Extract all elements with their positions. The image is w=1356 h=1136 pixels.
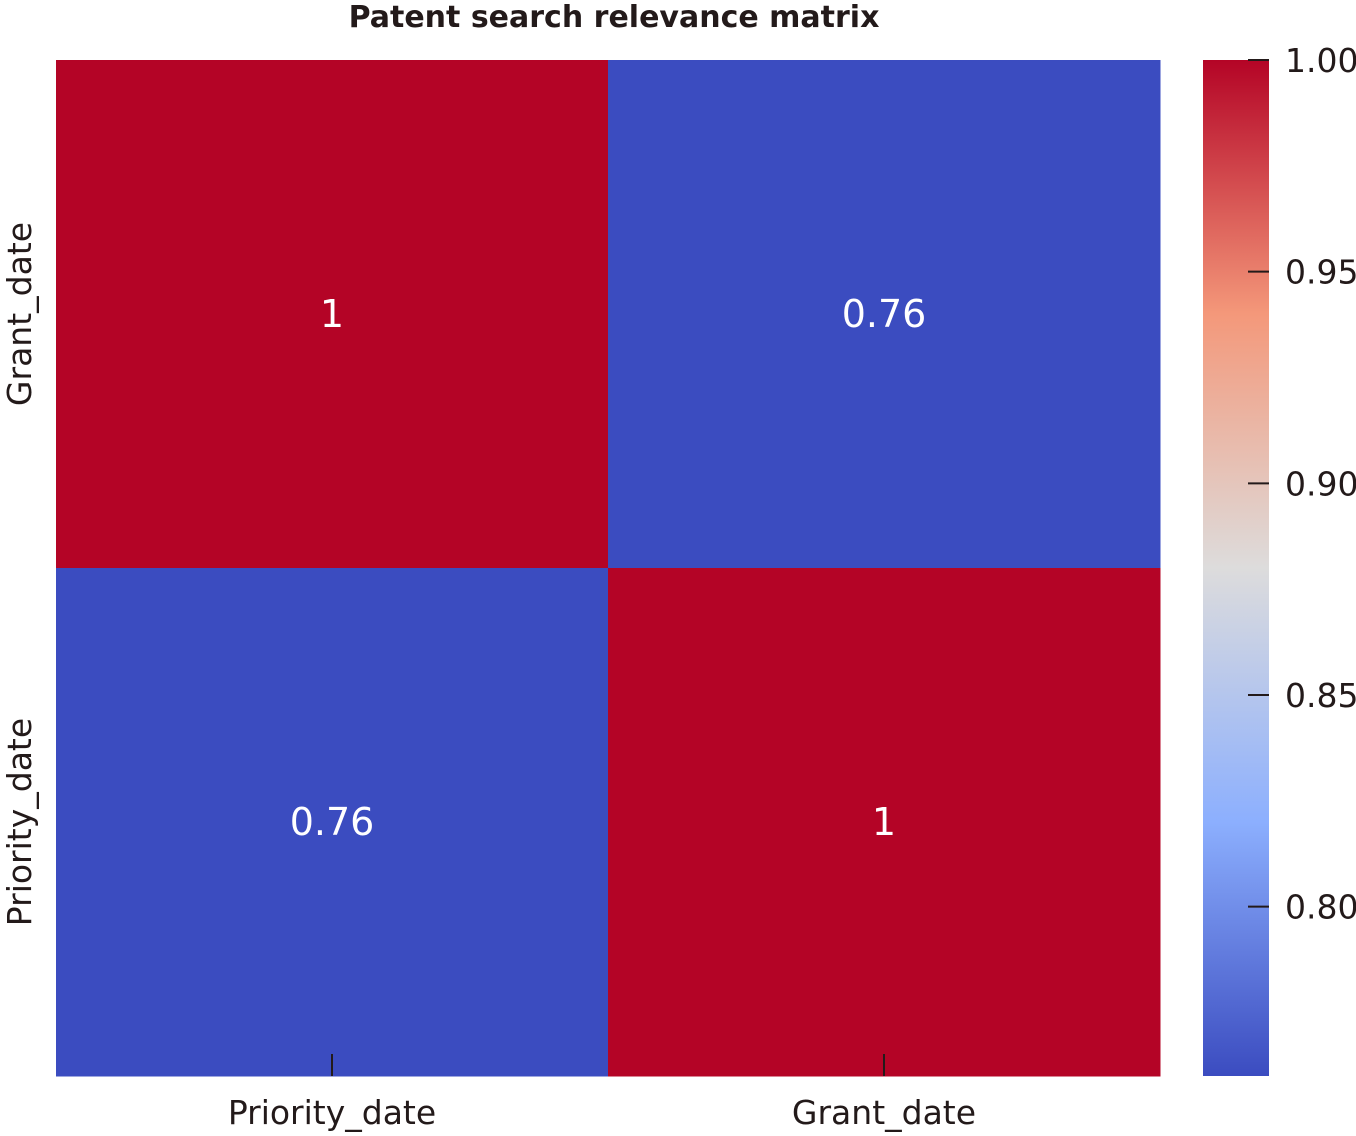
x-tick-label: Priority_date bbox=[228, 1093, 436, 1132]
cell-value-label: 1 bbox=[872, 800, 896, 844]
chart-title: Patent search relevance matrix bbox=[349, 0, 880, 35]
y-tick-label: Priority_date bbox=[0, 718, 39, 926]
colorbar-tick-label: 0.90 bbox=[1285, 464, 1356, 503]
heatmap-cell bbox=[56, 568, 609, 1077]
y-axis: Grant_date Priority_date bbox=[0, 222, 39, 926]
cell-value-label: 0.76 bbox=[842, 292, 927, 336]
heatmap-cell-labels: 1 0.76 0.76 1 bbox=[290, 292, 927, 844]
colorbar bbox=[1203, 60, 1269, 1076]
y-tick-label: Grant_date bbox=[0, 222, 39, 406]
heatmap-cell bbox=[608, 60, 1161, 569]
colorbar-tick-label: 0.85 bbox=[1285, 676, 1356, 715]
cell-value-label: 1 bbox=[320, 292, 344, 336]
x-tick-label: Grant_date bbox=[792, 1093, 976, 1132]
colorbar-ticks: 0.80 0.85 0.90 0.95 1.00 bbox=[1248, 41, 1356, 927]
colorbar-tick-label: 0.95 bbox=[1285, 253, 1356, 292]
heatmap-cell bbox=[56, 60, 609, 569]
cell-value-label: 0.76 bbox=[290, 800, 375, 844]
colorbar-tick-label: 0.80 bbox=[1285, 888, 1356, 927]
heatmap-cells bbox=[56, 60, 1161, 1077]
x-axis: Priority_date Grant_date bbox=[228, 1054, 976, 1132]
colorbar-tick-label: 1.00 bbox=[1285, 41, 1356, 80]
heatmap-cell bbox=[608, 568, 1161, 1077]
